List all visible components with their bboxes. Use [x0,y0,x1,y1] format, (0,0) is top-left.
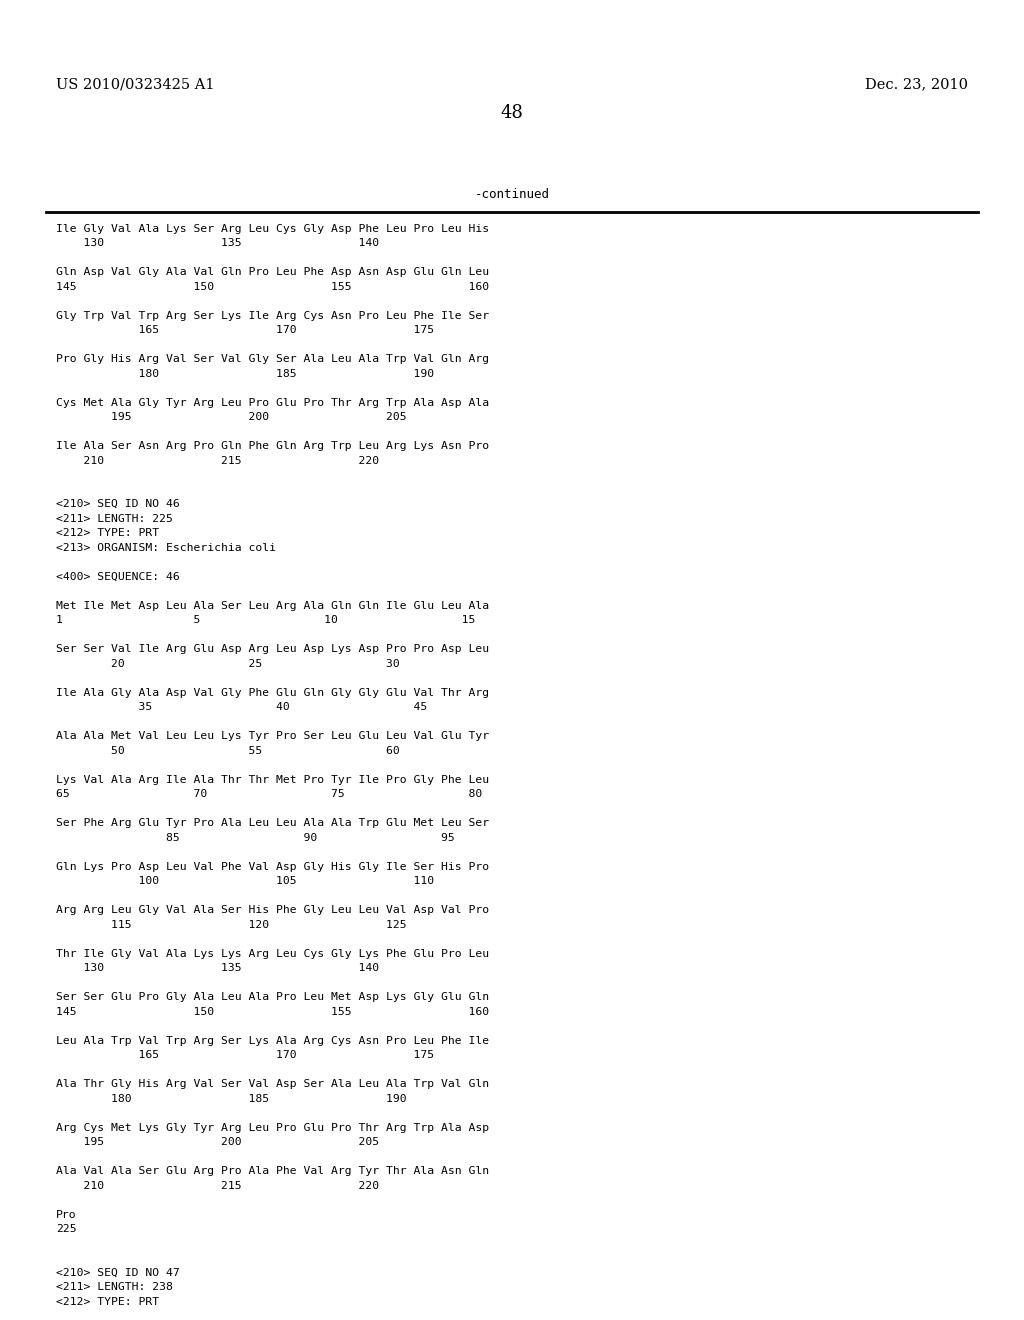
Text: Ala Thr Gly His Arg Val Ser Val Asp Ser Ala Leu Ala Trp Val Gln: Ala Thr Gly His Arg Val Ser Val Asp Ser … [56,1080,489,1089]
Text: Lys Val Ala Arg Ile Ala Thr Thr Met Pro Tyr Ile Pro Gly Phe Leu: Lys Val Ala Arg Ile Ala Thr Thr Met Pro … [56,775,489,784]
Text: Gln Lys Pro Asp Leu Val Phe Val Asp Gly His Gly Ile Ser His Pro: Gln Lys Pro Asp Leu Val Phe Val Asp Gly … [56,862,489,871]
Text: 35                  40                  45: 35 40 45 [56,702,428,713]
Text: 130                 135                 140: 130 135 140 [56,964,380,973]
Text: 20                  25                  30: 20 25 30 [56,659,400,669]
Text: 210                 215                 220: 210 215 220 [56,455,380,466]
Text: Gly Trp Val Trp Arg Ser Lys Ile Arg Cys Asn Pro Leu Phe Ile Ser: Gly Trp Val Trp Arg Ser Lys Ile Arg Cys … [56,310,489,321]
Text: Ser Ser Glu Pro Gly Ala Leu Ala Pro Leu Met Asp Lys Gly Glu Gln: Ser Ser Glu Pro Gly Ala Leu Ala Pro Leu … [56,993,489,1002]
Text: 195                 200                 205: 195 200 205 [56,412,407,422]
Text: Ser Phe Arg Glu Tyr Pro Ala Leu Leu Ala Ala Trp Glu Met Leu Ser: Ser Phe Arg Glu Tyr Pro Ala Leu Leu Ala … [56,818,489,828]
Text: 145                 150                 155                 160: 145 150 155 160 [56,1007,489,1016]
Text: 130                 135                 140: 130 135 140 [56,238,380,248]
Text: <212> TYPE: PRT: <212> TYPE: PRT [56,528,160,539]
Text: Ser Ser Val Ile Arg Glu Asp Arg Leu Asp Lys Asp Pro Pro Asp Leu: Ser Ser Val Ile Arg Glu Asp Arg Leu Asp … [56,644,489,655]
Text: Ala Val Ala Ser Glu Arg Pro Ala Phe Val Arg Tyr Thr Ala Asn Gln: Ala Val Ala Ser Glu Arg Pro Ala Phe Val … [56,1166,489,1176]
Text: <213> ORGANISM: Escherichia coli: <213> ORGANISM: Escherichia coli [56,543,276,553]
Text: Pro Gly His Arg Val Ser Val Gly Ser Ala Leu Ala Trp Val Gln Arg: Pro Gly His Arg Val Ser Val Gly Ser Ala … [56,354,489,364]
Text: Ile Ala Ser Asn Arg Pro Gln Phe Gln Arg Trp Leu Arg Lys Asn Pro: Ile Ala Ser Asn Arg Pro Gln Phe Gln Arg … [56,441,489,451]
Text: Pro: Pro [56,1209,77,1220]
Text: <210> SEQ ID NO 47: <210> SEQ ID NO 47 [56,1267,180,1278]
Text: US 2010/0323425 A1: US 2010/0323425 A1 [56,77,215,91]
Text: 180                 185                 190: 180 185 190 [56,368,434,379]
Text: Arg Arg Leu Gly Val Ala Ser His Phe Gly Leu Leu Val Asp Val Pro: Arg Arg Leu Gly Val Ala Ser His Phe Gly … [56,906,489,915]
Text: 115                 120                 125: 115 120 125 [56,920,407,929]
Text: 65                  70                  75                  80: 65 70 75 80 [56,789,482,799]
Text: Arg Cys Met Lys Gly Tyr Arg Leu Pro Glu Pro Thr Arg Trp Ala Asp: Arg Cys Met Lys Gly Tyr Arg Leu Pro Glu … [56,1122,489,1133]
Text: Ile Gly Val Ala Lys Ser Arg Leu Cys Gly Asp Phe Leu Pro Leu His: Ile Gly Val Ala Lys Ser Arg Leu Cys Gly … [56,223,489,234]
Text: 165                 170                 175: 165 170 175 [56,1051,434,1060]
Text: Ile Ala Gly Ala Asp Val Gly Phe Glu Gln Gly Gly Glu Val Thr Arg: Ile Ala Gly Ala Asp Val Gly Phe Glu Gln … [56,688,489,698]
Text: <400> SEQUENCE: 46: <400> SEQUENCE: 46 [56,572,180,582]
Text: <211> LENGTH: 225: <211> LENGTH: 225 [56,513,173,524]
Text: 225: 225 [56,1224,77,1234]
Text: 100                 105                 110: 100 105 110 [56,876,434,886]
Text: <211> LENGTH: 238: <211> LENGTH: 238 [56,1282,173,1292]
Text: 180                 185                 190: 180 185 190 [56,1094,407,1104]
Text: Gln Asp Val Gly Ala Val Gln Pro Leu Phe Asp Asn Asp Glu Gln Leu: Gln Asp Val Gly Ala Val Gln Pro Leu Phe … [56,267,489,277]
Text: 210                 215                 220: 210 215 220 [56,1180,380,1191]
Text: 1                   5                  10                  15: 1 5 10 15 [56,615,476,626]
Text: 195                 200                 205: 195 200 205 [56,1137,380,1147]
Text: 85                  90                  95: 85 90 95 [56,833,455,842]
Text: Thr Ile Gly Val Ala Lys Lys Arg Leu Cys Gly Lys Phe Glu Pro Leu: Thr Ile Gly Val Ala Lys Lys Arg Leu Cys … [56,949,489,958]
Text: 145                 150                 155                 160: 145 150 155 160 [56,281,489,292]
Text: 48: 48 [501,104,523,121]
Text: Dec. 23, 2010: Dec. 23, 2010 [864,77,968,91]
Text: Ala Ala Met Val Leu Leu Lys Tyr Pro Ser Leu Glu Leu Val Glu Tyr: Ala Ala Met Val Leu Leu Lys Tyr Pro Ser … [56,731,489,741]
Text: <212> TYPE: PRT: <212> TYPE: PRT [56,1296,160,1307]
Text: Leu Ala Trp Val Trp Arg Ser Lys Ala Arg Cys Asn Pro Leu Phe Ile: Leu Ala Trp Val Trp Arg Ser Lys Ala Arg … [56,1036,489,1045]
Text: 50                  55                  60: 50 55 60 [56,746,400,755]
Text: Met Ile Met Asp Leu Ala Ser Leu Arg Ala Gln Gln Ile Glu Leu Ala: Met Ile Met Asp Leu Ala Ser Leu Arg Ala … [56,601,489,611]
Text: -continued: -continued [474,187,550,201]
Text: 165                 170                 175: 165 170 175 [56,325,434,335]
Text: Cys Met Ala Gly Tyr Arg Leu Pro Glu Pro Thr Arg Trp Ala Asp Ala: Cys Met Ala Gly Tyr Arg Leu Pro Glu Pro … [56,397,489,408]
Text: <210> SEQ ID NO 46: <210> SEQ ID NO 46 [56,499,180,510]
